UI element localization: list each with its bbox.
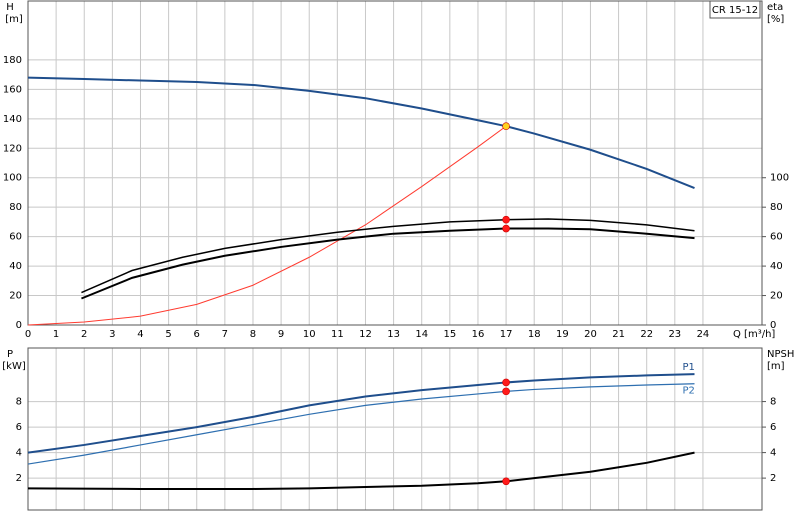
plot-area bbox=[28, 1, 762, 325]
x-tick-label: 22 bbox=[640, 329, 653, 340]
duty-point bbox=[502, 378, 510, 387]
y-tick-label: 60 bbox=[9, 232, 22, 243]
x-tick-label: 8 bbox=[250, 329, 256, 340]
y2-tick-label: 6 bbox=[770, 422, 776, 433]
y2-tick-label: 8 bbox=[770, 397, 776, 408]
y-label: H bbox=[6, 2, 14, 13]
curve bbox=[27, 373, 695, 454]
y2-tick-label: 4 bbox=[770, 448, 776, 459]
y-tick-label: 120 bbox=[3, 143, 22, 154]
x-tick-label: 9 bbox=[278, 329, 284, 340]
y-tick-label: 100 bbox=[3, 173, 22, 184]
y-tick-label: 2 bbox=[16, 473, 22, 484]
x-tick-label: 2 bbox=[81, 329, 87, 340]
y-tick-label: 20 bbox=[9, 291, 22, 302]
curve bbox=[81, 218, 695, 294]
duty-point bbox=[502, 122, 510, 130]
x-tick-label: 4 bbox=[137, 329, 143, 340]
y-tick-label: 180 bbox=[3, 55, 22, 66]
x-tick-label: 11 bbox=[331, 329, 344, 340]
duty-point bbox=[502, 477, 510, 486]
x-tick-label: 23 bbox=[668, 329, 681, 340]
duty-point bbox=[502, 224, 510, 233]
x-tick-label: 12 bbox=[359, 329, 372, 340]
y-tick-label: 40 bbox=[9, 261, 22, 272]
curve bbox=[27, 76, 695, 189]
x-tick-label: 1 bbox=[53, 329, 59, 340]
x-tick-label: 6 bbox=[194, 329, 200, 340]
model-box bbox=[709, 0, 761, 19]
x-tick-label: 21 bbox=[612, 329, 625, 340]
x-tick-label: 14 bbox=[415, 329, 428, 340]
x-tick-label: 17 bbox=[500, 329, 513, 340]
y2-label: NPSH bbox=[767, 349, 794, 360]
y2-tick-label: 2 bbox=[770, 473, 776, 484]
y-tick-label: 0 bbox=[16, 320, 22, 331]
y-label: P bbox=[7, 349, 13, 360]
x-tick-label: 0 bbox=[25, 329, 31, 340]
y-tick-label: 140 bbox=[3, 114, 22, 125]
plot-frame bbox=[27, 347, 763, 511]
y-unit: [kW] bbox=[2, 361, 26, 372]
y2-label: eta bbox=[767, 2, 783, 13]
duty-point bbox=[502, 215, 510, 224]
curve bbox=[81, 227, 695, 300]
y2-tick-label: 100 bbox=[770, 173, 789, 184]
y2-tick-label: 0 bbox=[770, 320, 776, 331]
y-tick-label: 6 bbox=[16, 422, 22, 433]
curve bbox=[27, 451, 695, 490]
y2-tick-label: 20 bbox=[770, 291, 783, 302]
x-tick-label: 19 bbox=[556, 329, 569, 340]
y2-tick-label: 40 bbox=[770, 261, 783, 272]
x-tick-label: 5 bbox=[165, 329, 171, 340]
x-tick-label: 10 bbox=[303, 329, 316, 340]
x-tick-label: 24 bbox=[697, 329, 710, 340]
model-label: CR 15-12 bbox=[712, 5, 758, 16]
curve bbox=[27, 383, 695, 465]
x-label: Q [m³/h] bbox=[733, 329, 775, 340]
y-tick-label: 80 bbox=[9, 202, 22, 213]
series-label: P1 bbox=[683, 362, 695, 373]
y-unit: [m] bbox=[5, 14, 23, 25]
x-tick-label: 15 bbox=[443, 329, 456, 340]
x-tick-label: 20 bbox=[584, 329, 597, 340]
x-tick-label: 7 bbox=[222, 329, 228, 340]
y2-tick-label: 80 bbox=[770, 202, 783, 213]
curve bbox=[27, 125, 507, 326]
duty-point bbox=[502, 387, 510, 396]
x-tick-label: 16 bbox=[472, 329, 485, 340]
y-tick-label: 160 bbox=[3, 84, 22, 95]
y2-tick-label: 60 bbox=[770, 232, 783, 243]
x-tick-label: 3 bbox=[109, 329, 115, 340]
series-label: P2 bbox=[683, 386, 695, 397]
y-tick-label: 4 bbox=[16, 448, 22, 459]
x-tick-label: 18 bbox=[528, 329, 541, 340]
x-tick-label: 13 bbox=[387, 329, 400, 340]
y2-unit: [%] bbox=[767, 14, 784, 25]
y-tick-label: 8 bbox=[16, 397, 22, 408]
plot-frame bbox=[27, 0, 763, 326]
y2-unit: [m] bbox=[767, 361, 785, 372]
